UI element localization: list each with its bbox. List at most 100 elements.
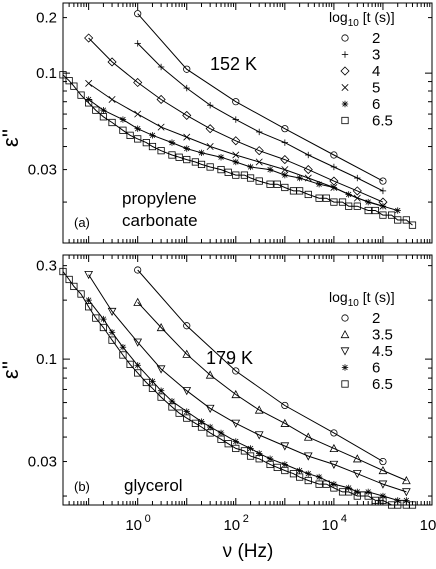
legend-marker-4 <box>340 66 350 76</box>
data-point-6 <box>198 418 205 425</box>
data-point-4.5 <box>401 488 411 497</box>
panel-a-frame <box>62 2 433 244</box>
data-point-6.5 <box>108 118 116 127</box>
panel-b-material: glycerol <box>124 476 183 495</box>
data-point-6.5 <box>296 187 304 195</box>
data-point-6.5 <box>65 275 73 284</box>
data-point-6.5 <box>183 155 191 164</box>
data-point-2 <box>232 98 240 106</box>
data-point-6.5 <box>364 492 372 500</box>
data-point-6.5 <box>183 414 191 422</box>
data-point-6.5 <box>206 429 214 437</box>
data-point-4 <box>182 110 192 120</box>
fit-curve-6.5 <box>62 271 413 506</box>
data-point-2 <box>232 367 240 375</box>
x-tick-labels: 100102104106 <box>125 513 436 534</box>
data-point-4.5 <box>205 404 215 413</box>
data-point-2 <box>281 401 289 410</box>
data-point-3 <box>330 163 338 171</box>
data-point-6.5 <box>197 423 206 431</box>
data-point-3 <box>157 63 165 71</box>
data-point-6.5 <box>296 473 304 481</box>
data-point-3.5 <box>303 432 313 441</box>
data-point-3 <box>354 174 361 182</box>
data-point-6 <box>157 387 165 394</box>
data-point-6 <box>119 344 127 351</box>
data-point-6.5 <box>408 221 417 229</box>
data-point-6.5 <box>224 440 232 448</box>
data-point-6.5 <box>402 216 410 224</box>
data-point-4 <box>156 94 166 105</box>
legend-marker-2 <box>341 314 349 322</box>
data-point-6 <box>364 488 372 496</box>
data-point-6.5 <box>330 484 338 492</box>
panel-b-temperature: 179 K <box>206 348 253 368</box>
data-point-5 <box>134 110 142 118</box>
data-point-4.5 <box>107 307 117 317</box>
data-point-3 <box>183 84 190 92</box>
fit-curve-2 <box>137 269 384 462</box>
data-point-6.5 <box>85 99 93 107</box>
data-point-3.5 <box>205 370 215 379</box>
fit-curve-6.5 <box>62 74 413 226</box>
data-point-5 <box>353 194 361 202</box>
data-point-4.5 <box>378 480 388 489</box>
data-point-6.5 <box>281 466 289 475</box>
panel-b-frame <box>62 254 433 506</box>
data-point-6 <box>134 125 141 132</box>
legend-marker-4.5 <box>340 347 350 356</box>
data-point-4 <box>303 165 313 175</box>
data-point-3.5 <box>352 454 362 463</box>
data-point-5 <box>157 123 165 131</box>
data-point-6.5 <box>246 452 255 460</box>
data-point-4 <box>280 154 290 165</box>
data-point-3.5 <box>133 297 143 306</box>
data-point-6.5 <box>345 488 353 496</box>
data-point-6 <box>100 315 107 323</box>
data-point-6.5 <box>240 447 249 455</box>
data-point-4.5 <box>133 338 143 347</box>
data-point-6 <box>232 438 239 445</box>
data-point-6.5 <box>266 460 274 469</box>
data-point-6.5 <box>70 282 78 291</box>
data-point-5 <box>232 151 240 159</box>
data-point-6.5 <box>315 194 323 202</box>
data-point-6.5 <box>108 336 116 344</box>
data-point-6 <box>134 362 141 369</box>
data-point-6.5 <box>379 211 387 219</box>
data-point-6.5 <box>224 168 232 176</box>
data-point-6.5 <box>168 403 176 411</box>
data-point-6.5 <box>217 165 225 174</box>
x-tick-label: 10 <box>420 517 436 534</box>
data-point-6 <box>305 470 312 477</box>
panel-a-label: (a) <box>74 215 90 230</box>
data-point-4.5 <box>303 452 313 461</box>
data-point-6.5 <box>206 163 214 171</box>
data-point-6.5 <box>387 211 396 219</box>
data-point-6.5 <box>322 480 330 488</box>
data-point-6.5 <box>157 147 165 155</box>
data-point-6.5 <box>126 131 134 139</box>
data-point-4.5 <box>84 271 94 280</box>
data-point-6.5 <box>353 202 361 210</box>
legend-label-2: 2 <box>372 310 380 327</box>
legend-marker-6 <box>341 364 349 371</box>
data-point-3 <box>232 116 239 123</box>
fit-curve-6 <box>88 99 398 211</box>
data-point-6 <box>281 171 289 179</box>
panel-a-legend-title: log10 [t (s)] <box>329 9 395 29</box>
data-point-5 <box>85 79 93 87</box>
data-point-3 <box>134 40 141 47</box>
data-point-6.5 <box>92 106 100 114</box>
legend-marker-6 <box>341 100 349 108</box>
y-tick-label: 0.03 <box>28 454 57 471</box>
data-point-6.5 <box>232 444 240 453</box>
data-point-6 <box>296 467 303 474</box>
data-point-6.5 <box>273 463 281 472</box>
data-point-4.5 <box>156 365 166 374</box>
data-point-6.5 <box>371 496 379 505</box>
data-point-6.5 <box>273 180 281 188</box>
data-point-2 <box>134 266 142 274</box>
data-point-4 <box>133 77 143 88</box>
data-point-4 <box>205 124 215 134</box>
